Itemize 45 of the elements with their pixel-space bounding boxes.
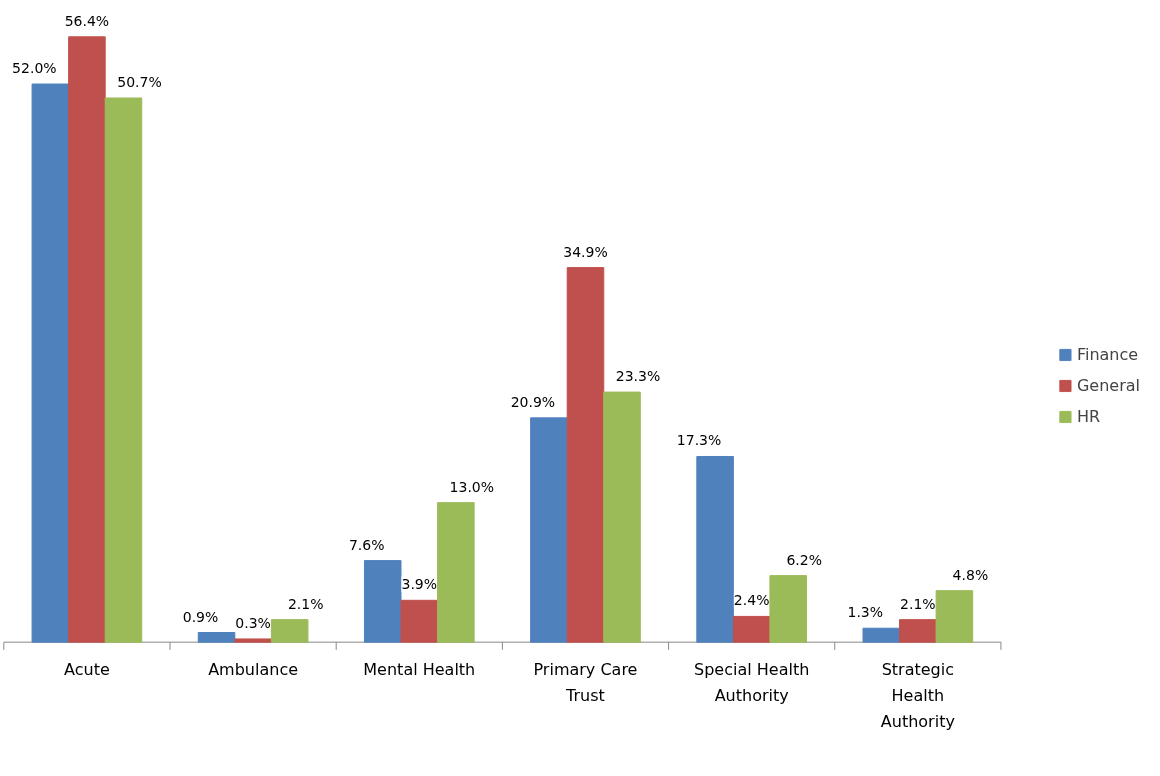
x-tick-label: Strategic Health Authority [880,660,955,732]
data-label: 52.0% [12,60,57,77]
bar [270,619,309,643]
bar [437,502,475,643]
data-label: 1.3% [847,604,884,621]
legend-label: General [1076,375,1140,395]
x-tick-label: Special Health Authority [694,660,810,706]
bar [197,632,236,643]
data-label: 6.2% [786,551,823,568]
bar [732,615,771,643]
data-label: 23.3% [615,368,661,385]
data-label: 2.1% [287,595,324,612]
x-tick-label: Mental Health [363,660,476,680]
data-label: 4.8% [952,566,989,583]
data-label: 2.1% [900,595,936,612]
data-label: 3.9% [401,576,438,593]
data-label: 7.6% [348,536,385,553]
bar [862,627,901,643]
data-label: 0.3% [235,614,271,631]
bar [566,267,605,643]
data-label: 34.9% [563,243,608,260]
bar [234,638,272,643]
bar [935,590,974,643]
data-label: 2.4% [733,592,770,609]
legend-label: Finance [1076,344,1139,364]
bar [104,97,143,643]
x-tick-label: Acute [64,660,110,680]
bar [363,560,402,643]
data-label: 20.9% [510,393,556,410]
bar [31,83,70,643]
x-tick-label: Primary Care Trust [533,660,638,706]
data-label: 0.9% [182,608,219,625]
bar [696,455,734,643]
bar [603,391,641,643]
data-label: 50.7% [117,74,162,90]
bar [899,619,937,643]
data-label: 17.3% [676,432,722,449]
bar [68,36,106,643]
x-tick-label: Ambulance [208,660,299,680]
bar [769,575,807,643]
data-label: 13.0% [449,478,495,495]
bar [400,599,439,643]
bar [530,417,568,643]
legend-label: HR [1076,406,1101,426]
data-label: 56.4% [64,12,110,29]
